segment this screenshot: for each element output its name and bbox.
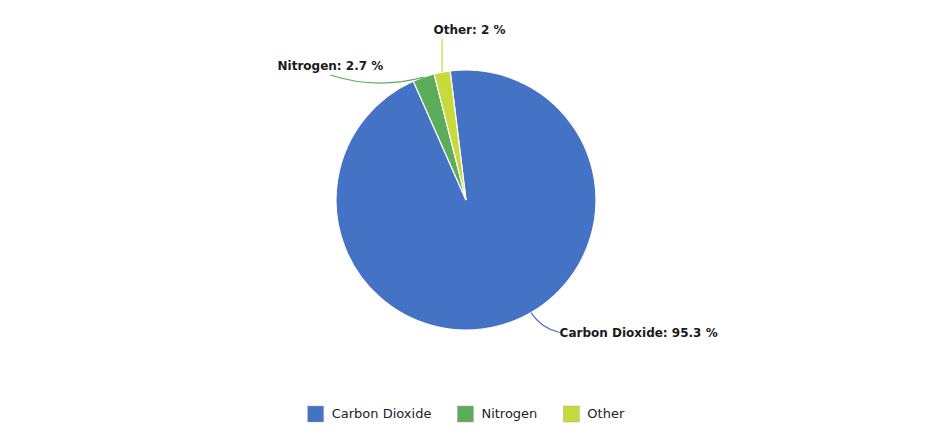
legend-label: Carbon Dioxide (332, 406, 432, 421)
legend-swatch (563, 406, 579, 422)
data-label: Other: 2 % (434, 23, 506, 37)
legend-swatch (457, 406, 473, 422)
legend-item: Carbon Dioxide (308, 406, 432, 422)
legend: Carbon Dioxide Nitrogen Other (308, 406, 625, 422)
leader-line (330, 75, 423, 83)
pie (336, 70, 596, 330)
leader-line (441, 39, 442, 73)
chart: Carbon Dioxide: 95.3 % Nitrogen: 2.7 % Oth… (0, 0, 932, 446)
leader-line (531, 313, 560, 333)
legend-label: Other (587, 406, 625, 421)
legend-item: Nitrogen (457, 406, 537, 422)
legend-item: Other (563, 406, 625, 422)
pie-slice (336, 70, 596, 330)
pie-slice (434, 71, 466, 200)
data-label: Carbon Dioxide: 95.3 % (560, 326, 718, 340)
legend-swatch (308, 406, 324, 422)
data-label: Nitrogen: 2.7 % (278, 59, 384, 73)
legend-label: Nitrogen (481, 406, 537, 421)
annotations: Carbon Dioxide: 95.3 % Nitrogen: 2.7 % Oth… (278, 23, 718, 340)
